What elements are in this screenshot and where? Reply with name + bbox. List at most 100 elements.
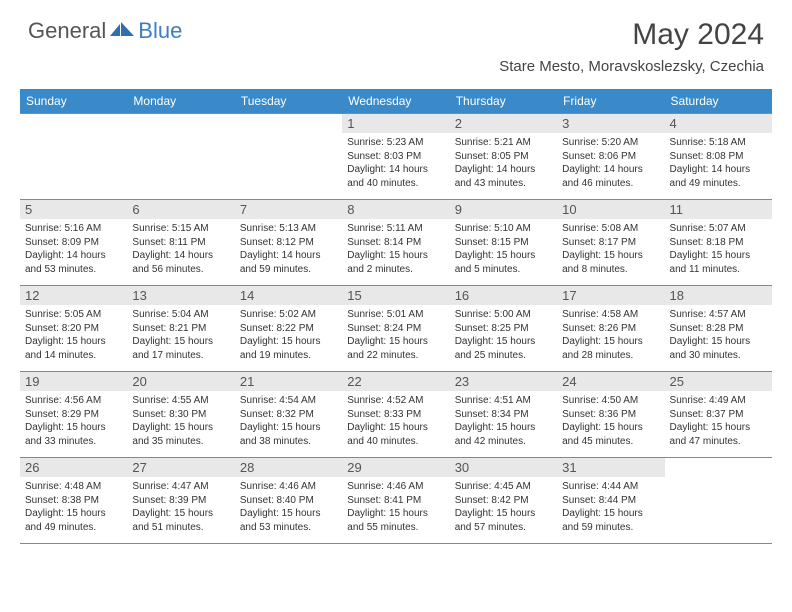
calendar-day-cell: 3Sunrise: 5:20 AMSunset: 8:06 PMDaylight… [557,114,664,200]
sunset-line: Sunset: 8:29 PM [25,408,122,422]
day-number: 22 [342,372,449,391]
sunset-line: Sunset: 8:17 PM [562,236,659,250]
sunset-line: Sunset: 8:15 PM [455,236,552,250]
day-number: 8 [342,200,449,219]
day-number: 10 [557,200,664,219]
sunset-line: Sunset: 8:14 PM [347,236,444,250]
day-number: 6 [127,200,234,219]
sunset-line: Sunset: 8:05 PM [455,150,552,164]
daylight-line: Daylight: 14 hours and 49 minutes. [670,163,767,190]
sunset-line: Sunset: 8:42 PM [455,494,552,508]
calendar-day-cell: 21Sunrise: 4:54 AMSunset: 8:32 PMDayligh… [235,372,342,458]
calendar-day-cell: 4Sunrise: 5:18 AMSunset: 8:08 PMDaylight… [665,114,772,200]
calendar-day-cell: 28Sunrise: 4:46 AMSunset: 8:40 PMDayligh… [235,458,342,544]
calendar-table: SundayMondayTuesdayWednesdayThursdayFrid… [20,89,772,544]
day-number: 21 [235,372,342,391]
daylight-line: Daylight: 15 hours and 59 minutes. [562,507,659,534]
daylight-line: Daylight: 15 hours and 19 minutes. [240,335,337,362]
daylight-line: Daylight: 15 hours and 45 minutes. [562,421,659,448]
day-number: 31 [557,458,664,477]
month-title: May 2024 [499,18,764,52]
sunrise-line: Sunrise: 5:05 AM [25,308,122,322]
day-header: Saturday [665,89,772,114]
sunset-line: Sunset: 8:38 PM [25,494,122,508]
sunset-line: Sunset: 8:28 PM [670,322,767,336]
calendar-week-row: 26Sunrise: 4:48 AMSunset: 8:38 PMDayligh… [20,458,772,544]
sunrise-line: Sunrise: 4:51 AM [455,394,552,408]
sunrise-line: Sunrise: 5:21 AM [455,136,552,150]
calendar-day-cell [20,114,127,200]
day-header: Thursday [450,89,557,114]
day-number: 29 [342,458,449,477]
calendar-day-cell: 12Sunrise: 5:05 AMSunset: 8:20 PMDayligh… [20,286,127,372]
calendar-day-cell [235,114,342,200]
daylight-line: Daylight: 15 hours and 40 minutes. [347,421,444,448]
sunset-line: Sunset: 8:08 PM [670,150,767,164]
sunrise-line: Sunrise: 5:10 AM [455,222,552,236]
sunrise-line: Sunrise: 5:04 AM [132,308,229,322]
daylight-line: Daylight: 15 hours and 38 minutes. [240,421,337,448]
sunset-line: Sunset: 8:12 PM [240,236,337,250]
daylight-line: Daylight: 15 hours and 35 minutes. [132,421,229,448]
day-number: 11 [665,200,772,219]
sunrise-line: Sunrise: 4:55 AM [132,394,229,408]
calendar-day-cell: 15Sunrise: 5:01 AMSunset: 8:24 PMDayligh… [342,286,449,372]
daylight-line: Daylight: 15 hours and 57 minutes. [455,507,552,534]
sunset-line: Sunset: 8:06 PM [562,150,659,164]
sunset-line: Sunset: 8:09 PM [25,236,122,250]
daylight-line: Daylight: 15 hours and 55 minutes. [347,507,444,534]
calendar-day-cell: 16Sunrise: 5:00 AMSunset: 8:25 PMDayligh… [450,286,557,372]
sunset-line: Sunset: 8:20 PM [25,322,122,336]
calendar-header-row: SundayMondayTuesdayWednesdayThursdayFrid… [20,89,772,114]
daylight-line: Daylight: 15 hours and 5 minutes. [455,249,552,276]
calendar-day-cell: 29Sunrise: 4:46 AMSunset: 8:41 PMDayligh… [342,458,449,544]
day-number: 25 [665,372,772,391]
sunset-line: Sunset: 8:18 PM [670,236,767,250]
day-number: 18 [665,286,772,305]
day-number: 14 [235,286,342,305]
calendar-day-cell: 14Sunrise: 5:02 AMSunset: 8:22 PMDayligh… [235,286,342,372]
sunrise-line: Sunrise: 5:11 AM [347,222,444,236]
page-header: General Blue May 2024 Stare Mesto, Morav… [0,0,792,81]
day-number: 15 [342,286,449,305]
day-number: 1 [342,114,449,133]
sunset-line: Sunset: 8:39 PM [132,494,229,508]
calendar-day-cell: 5Sunrise: 5:16 AMSunset: 8:09 PMDaylight… [20,200,127,286]
daylight-line: Daylight: 15 hours and 25 minutes. [455,335,552,362]
day-number: 13 [127,286,234,305]
sunset-line: Sunset: 8:37 PM [670,408,767,422]
sunrise-line: Sunrise: 5:23 AM [347,136,444,150]
daylight-line: Daylight: 14 hours and 56 minutes. [132,249,229,276]
daylight-line: Daylight: 14 hours and 46 minutes. [562,163,659,190]
day-number: 26 [20,458,127,477]
daylight-line: Daylight: 15 hours and 11 minutes. [670,249,767,276]
calendar-day-cell [665,458,772,544]
sunset-line: Sunset: 8:36 PM [562,408,659,422]
calendar-day-cell: 22Sunrise: 4:52 AMSunset: 8:33 PMDayligh… [342,372,449,458]
day-number: 5 [20,200,127,219]
sunrise-line: Sunrise: 4:52 AM [347,394,444,408]
calendar-day-cell: 30Sunrise: 4:45 AMSunset: 8:42 PMDayligh… [450,458,557,544]
calendar-day-cell: 24Sunrise: 4:50 AMSunset: 8:36 PMDayligh… [557,372,664,458]
day-number: 23 [450,372,557,391]
logo-text-general: General [28,18,106,44]
sunset-line: Sunset: 8:11 PM [132,236,229,250]
sunrise-line: Sunrise: 4:44 AM [562,480,659,494]
day-header: Sunday [20,89,127,114]
daylight-line: Daylight: 14 hours and 43 minutes. [455,163,552,190]
calendar-week-row: 5Sunrise: 5:16 AMSunset: 8:09 PMDaylight… [20,200,772,286]
calendar-day-cell: 7Sunrise: 5:13 AMSunset: 8:12 PMDaylight… [235,200,342,286]
day-header: Tuesday [235,89,342,114]
day-header: Monday [127,89,234,114]
calendar-week-row: 1Sunrise: 5:23 AMSunset: 8:03 PMDaylight… [20,114,772,200]
calendar-day-cell: 10Sunrise: 5:08 AMSunset: 8:17 PMDayligh… [557,200,664,286]
sunrise-line: Sunrise: 5:02 AM [240,308,337,322]
calendar-day-cell: 19Sunrise: 4:56 AMSunset: 8:29 PMDayligh… [20,372,127,458]
sunrise-line: Sunrise: 4:47 AM [132,480,229,494]
day-number: 27 [127,458,234,477]
day-number: 20 [127,372,234,391]
calendar-day-cell: 8Sunrise: 5:11 AMSunset: 8:14 PMDaylight… [342,200,449,286]
calendar-day-cell: 13Sunrise: 5:04 AMSunset: 8:21 PMDayligh… [127,286,234,372]
sunset-line: Sunset: 8:40 PM [240,494,337,508]
logo-triangles-icon [110,20,136,43]
